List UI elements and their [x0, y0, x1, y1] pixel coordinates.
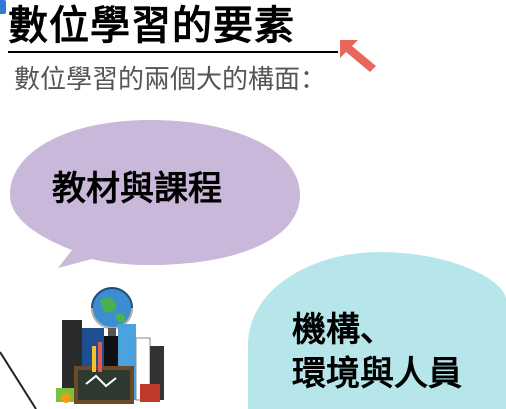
bubble-right-line2: 環境與人員 [292, 354, 462, 394]
title-underline [8, 51, 338, 53]
slide-subtitle: 數位學習的兩個大的構面： [14, 65, 327, 95]
bubble-right-shape [248, 252, 506, 409]
bubble-right-label: 機構、 環境與人員 [292, 308, 462, 396]
bubble-left-label: 教材與課程 [52, 169, 222, 209]
slide-title: 數位學習的要素 [8, 3, 295, 49]
bubble-right-line1: 機構、 [292, 310, 394, 350]
bubble-left-shape [10, 120, 300, 268]
books-globe-illustration [56, 287, 164, 404]
slide-corner-marker [0, 0, 6, 14]
diagonal-line [0, 351, 37, 409]
pointer-arrow-icon [340, 40, 376, 72]
